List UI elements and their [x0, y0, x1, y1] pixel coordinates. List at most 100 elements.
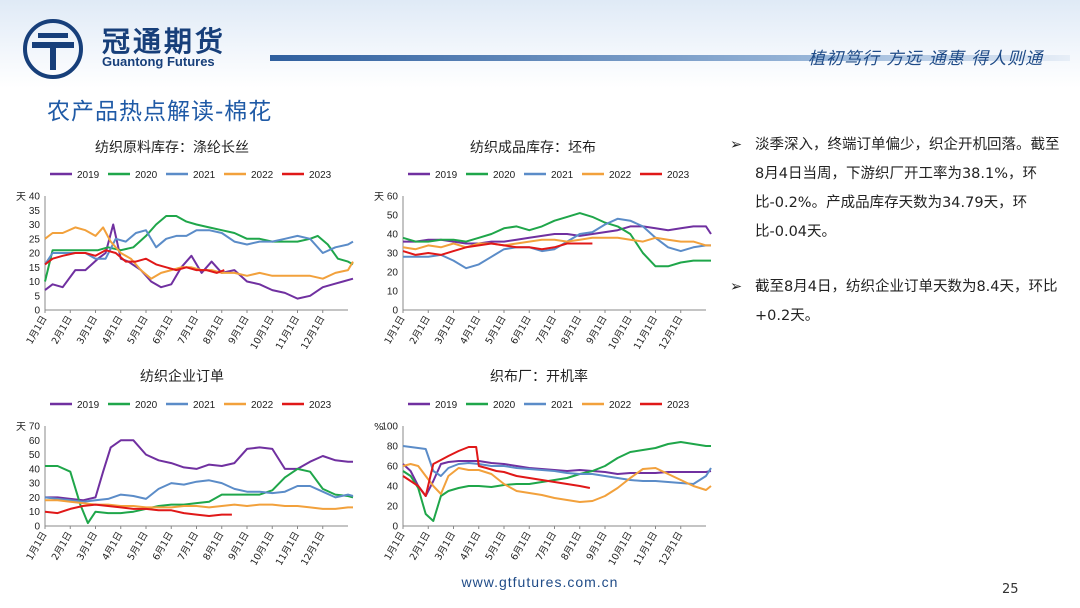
bullet-2: ➢ 截至8月4日，纺织企业订单天数为8.4天，环比+0.2天。 [730, 273, 1060, 331]
legend-label: 2020 [493, 170, 516, 181]
x-tick-label: 10月1日 [607, 530, 635, 568]
y-tick-label: 15 [29, 263, 41, 274]
chart-polyester-inventory: 2019 2020 2021 2022 2023 天 0 5 10 15 20 25 30 35 40 1月1… [16, 170, 354, 352]
bullet-text: 截至8月4日，纺织企业订单天数为8.4天，环比+0.2天。 [755, 279, 1058, 324]
x-tick-label: 2月1日 [50, 314, 75, 346]
y-tick-label: 30 [29, 479, 41, 490]
y-tick-label: 20 [29, 249, 41, 260]
x-tick-label: 11月1日 [274, 314, 302, 352]
legend-label: 2021 [551, 400, 574, 411]
x-tick-label: 5月1日 [126, 314, 151, 346]
legend-label: 2021 [551, 170, 574, 181]
y-tick-label: 0 [392, 306, 398, 317]
legend-item-2022: 2022 [224, 400, 274, 411]
legend-item-2022: 2022 [224, 170, 274, 181]
legend-item-2022: 2022 [582, 400, 632, 411]
x-tick-label: 8月1日 [559, 314, 584, 346]
x-tick-label: 9月1日 [227, 530, 252, 562]
header: 冠通期货 Guantong Futures 植初笃行 方远 通惠 得人则通 [0, 0, 1080, 88]
legend-label: 2019 [435, 170, 458, 181]
y-tick-label: 60 [29, 436, 41, 447]
brand-name-en: Guantong Futures [102, 54, 215, 69]
chart-title-orders: 纺织企业订单 [140, 369, 224, 385]
legend-item-2023: 2023 [282, 400, 332, 411]
y-axis-label: 天 [16, 192, 26, 203]
legend-item-2023: 2023 [640, 170, 690, 181]
bullet-text: 淡季深入，终端订单偏少，织企开机回落。截至8月4日当周，下游织厂开工率为38.1… [755, 137, 1060, 240]
x-tick-label: 10月1日 [607, 314, 635, 352]
y-tick-label: 10 [29, 277, 41, 288]
y-tick-label: 80 [387, 442, 399, 453]
x-tick-label: 5月1日 [126, 530, 151, 562]
legend-item-2019: 2019 [50, 400, 100, 411]
x-tick-label: 12月1日 [299, 530, 327, 568]
footer-url[interactable]: www.gtfutures.com.cn [461, 574, 619, 590]
x-tick-label: 8月1日 [201, 314, 226, 346]
x-tick-label: 1月1日 [383, 314, 408, 346]
legend-item-2020: 2020 [466, 400, 516, 411]
y-tick-label: 100 [381, 422, 398, 433]
x-tick-label: 7月1日 [534, 314, 559, 346]
legend-label: 2023 [309, 170, 332, 181]
chart-textile-orders: 2019 2020 2021 2022 2023 天 0 10 20 30 40 50 60 70 1月1日… [16, 400, 354, 568]
chart-title-greige: 纺织成品库存：坯布 [470, 140, 596, 156]
x-tick-label: 7月1日 [176, 314, 201, 346]
y-tick-label: 35 [29, 206, 41, 217]
x-tick-label: 3月1日 [75, 530, 100, 562]
x-tick-label: 9月1日 [585, 314, 610, 346]
legend-item-2019: 2019 [408, 170, 458, 181]
x-tick-label: 4月1日 [458, 314, 483, 346]
x-tick-label: 11月1日 [632, 314, 660, 352]
chart-greige-inventory: 2019 2020 2021 2022 2023 天 0 10 20 30 40 50 60 1月1日 2月… [374, 170, 712, 352]
y-tick-label: 0 [34, 522, 40, 533]
x-tick-label: 4月1日 [100, 314, 125, 346]
x-tick-label: 2月1日 [408, 314, 433, 346]
y-tick-label: 20 [387, 268, 399, 279]
legend-item-2021: 2021 [166, 400, 216, 411]
legend-item-2021: 2021 [524, 400, 574, 411]
legend-label: 2023 [309, 400, 332, 411]
legend-label: 2020 [135, 400, 158, 411]
legend-label: 2021 [193, 170, 216, 181]
legend-label: 2023 [667, 400, 690, 411]
y-tick-label: 10 [387, 287, 399, 298]
y-tick-label: 20 [29, 493, 41, 504]
series-line-2022 [402, 463, 712, 503]
y-tick-label: 30 [29, 220, 41, 231]
bullet-marker: ➢ [730, 137, 743, 153]
x-tick-label: 9月1日 [227, 314, 252, 346]
y-tick-label: 10 [29, 507, 41, 518]
x-tick-label: 10月1日 [249, 530, 277, 568]
y-tick-label: 20 [387, 502, 399, 513]
y-tick-label: 40 [29, 464, 41, 475]
y-tick-label: 30 [387, 249, 399, 260]
legend-label: 2019 [77, 170, 100, 181]
y-tick-label: 25 [29, 234, 41, 245]
x-tick-label: 5月1日 [484, 314, 509, 346]
x-tick-label: 5月1日 [484, 530, 509, 562]
x-tick-label: 12月1日 [657, 314, 685, 352]
legend-item-2019: 2019 [50, 170, 100, 181]
bullet-marker: ➢ [730, 279, 743, 295]
legend-label: 2020 [493, 400, 516, 411]
legend-item-2021: 2021 [524, 170, 574, 181]
y-axis-label: 天 [374, 192, 384, 203]
y-tick-label: 40 [387, 482, 399, 493]
y-tick-label: 60 [387, 192, 399, 203]
x-tick-label: 12月1日 [657, 530, 685, 568]
guantong-logo-icon [23, 19, 83, 79]
legend-label: 2020 [135, 170, 158, 181]
series-line-2023 [44, 249, 225, 274]
y-axis-label: 天 [16, 422, 26, 433]
brand-slogan: 植初笃行 方远 通惠 得人则通 [808, 49, 1044, 69]
x-tick-label: 6月1日 [509, 314, 534, 346]
chart-title-operating-rate: 织布厂：开机率 [490, 369, 588, 385]
legend-item-2019: 2019 [408, 400, 458, 411]
x-tick-label: 7月1日 [176, 530, 201, 562]
legend-item-2020: 2020 [466, 170, 516, 181]
y-tick-label: 40 [29, 192, 41, 203]
series-line-2023 [402, 242, 593, 256]
y-tick-label: 70 [29, 422, 41, 433]
x-tick-label: 1月1日 [25, 314, 50, 346]
y-tick-label: 40 [387, 230, 399, 241]
